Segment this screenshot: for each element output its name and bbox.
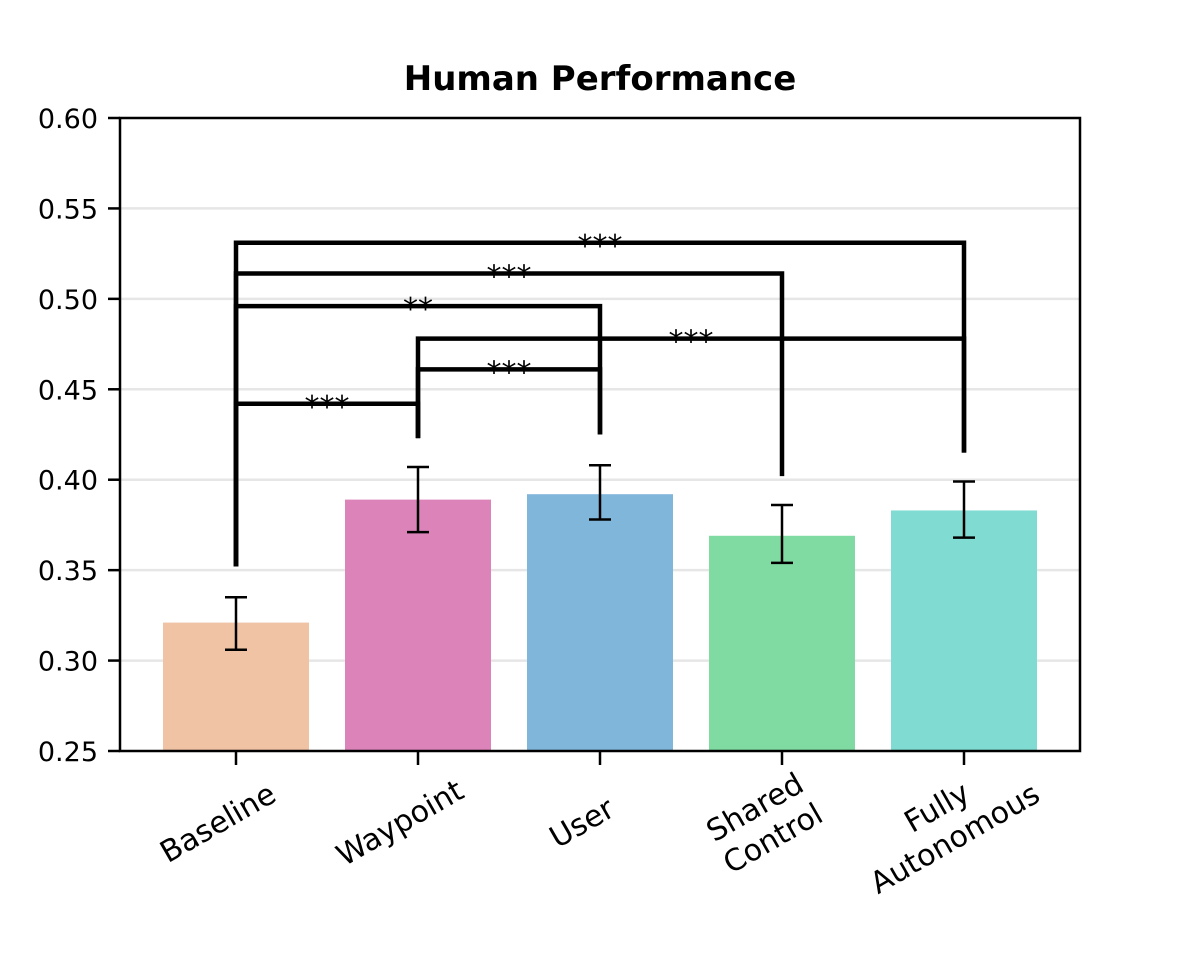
significance-label: *** [487,355,532,390]
error-bars-layer [225,463,975,651]
x-tick-label-line: User [544,791,621,856]
significance-label: *** [669,325,714,360]
significance-label: ** [403,292,433,327]
y-tick-label: 0.60 [38,104,98,135]
y-tick-label: 0.25 [38,737,98,768]
significance-label: *** [578,229,623,264]
y-tick-label: 0.45 [38,375,98,406]
x-tick-label: Baseline [154,776,282,870]
y-tick-label: 0.30 [38,647,98,678]
x-tick-label: Waypoint [331,773,470,874]
bar [891,510,1037,751]
significance-label: *** [305,390,350,425]
significance-label: *** [487,260,532,295]
y-tick-label: 0.40 [38,466,98,497]
bar [345,499,491,751]
x-tick-label-line: Waypoint [331,773,470,874]
bars-layer [163,494,1037,751]
y-axis: 0.25 0.30 0.35 0.40 0.45 0.50 0.55 0.60 [38,104,120,768]
bar [709,535,855,751]
bar [527,494,673,751]
x-tick-label-line: Baseline [154,776,282,870]
y-tick-label: 0.55 [38,194,98,225]
y-tick-label: 0.35 [38,556,98,587]
x-tick-label: User [544,791,621,856]
chart-title: Human Performance [404,59,797,99]
significance-brackets-layer: ***************** [233,229,967,567]
y-tick-label: 0.50 [38,285,98,316]
significance-bracket [233,401,421,567]
